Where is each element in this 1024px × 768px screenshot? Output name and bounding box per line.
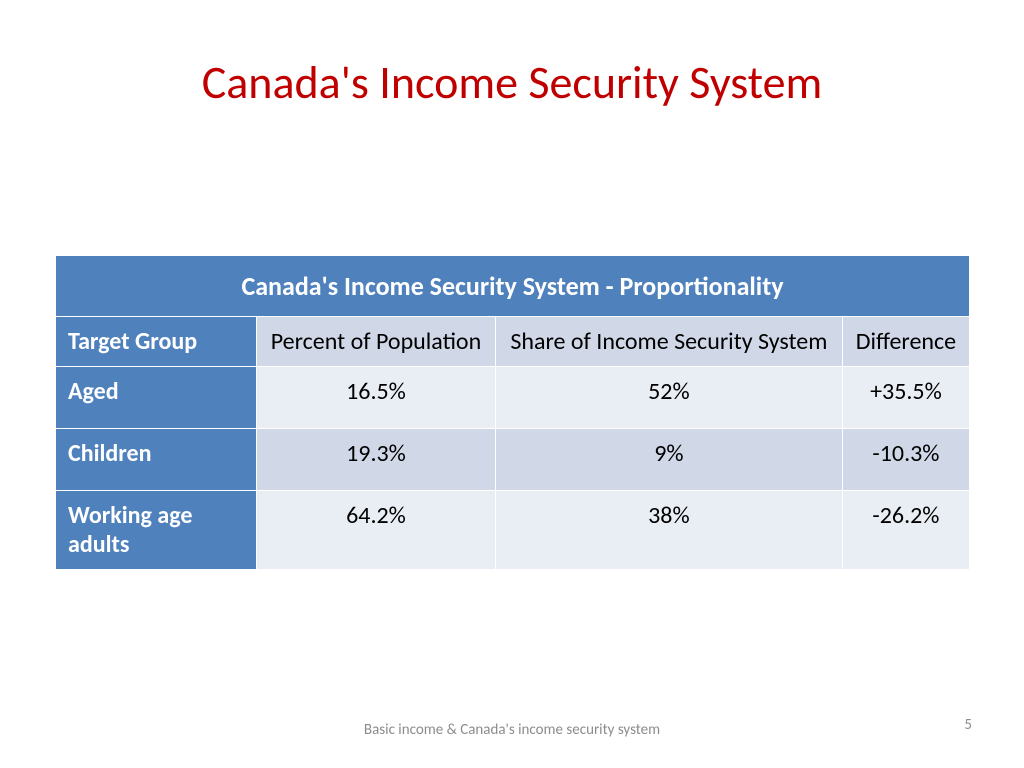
page-number: 5 — [964, 716, 972, 734]
table-cell: -10.3% — [842, 429, 969, 491]
table-caption: Canada's Income Security System - Propor… — [56, 256, 970, 317]
row-label-children: Children — [56, 429, 257, 491]
col-header-difference: Difference — [842, 317, 969, 367]
table-cell: -26.2% — [842, 491, 969, 570]
table-cell: 64.2% — [257, 491, 496, 570]
table-cell: 19.3% — [257, 429, 496, 491]
slide-title: Canada's Income Security System — [0, 0, 1024, 111]
col-header-percent-population: Percent of Population — [257, 317, 496, 367]
col-header-target-group: Target Group — [56, 317, 257, 367]
proportionality-table: Canada's Income Security System - Propor… — [55, 255, 970, 570]
row-label-aged: Aged — [56, 367, 257, 429]
slide-footer: Basic income & Canada's income security … — [0, 721, 1024, 741]
row-label-working-age: Working age adults — [56, 491, 257, 570]
table-cell: +35.5% — [842, 367, 969, 429]
table-cell: 16.5% — [257, 367, 496, 429]
table-cell: 9% — [495, 429, 842, 491]
col-header-share-system: Share of Income Security System — [495, 317, 842, 367]
table-cell: 38% — [495, 491, 842, 570]
table-cell: 52% — [495, 367, 842, 429]
footer-text: Basic income & Canada's income security … — [352, 721, 672, 741]
